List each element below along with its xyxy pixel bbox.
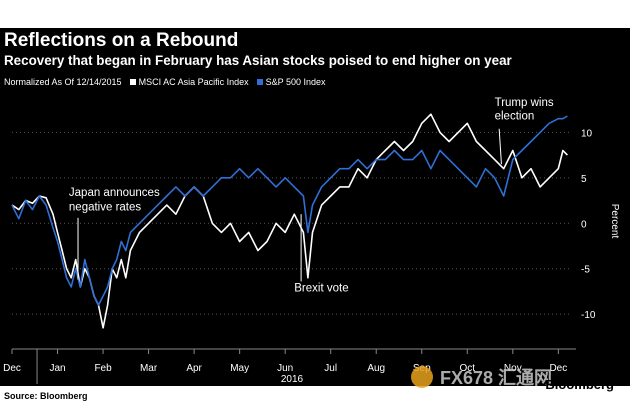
chart-subtitle: Recovery that began in February has Asia…	[4, 53, 512, 68]
x-tick-label: Apr	[186, 363, 202, 374]
source-note: Source: Bloomberg	[4, 391, 88, 401]
x-tick-label: Nov	[504, 363, 522, 374]
x-tick-label: Dec	[3, 363, 21, 374]
x-tick-label: Aug	[367, 363, 385, 374]
x-tick-label: Jan	[49, 363, 65, 374]
y-axis-label: Percent	[609, 204, 620, 239]
annotation-pointer-trump	[498, 128, 502, 165]
y-tick-label: 10	[581, 128, 593, 139]
x-tick-label: Jun	[277, 363, 293, 374]
y-tick-label: -10	[581, 310, 596, 321]
x-tick-label: Mar	[140, 363, 158, 374]
series-line-msci	[11, 113, 568, 329]
annotation-label: Brexit vote	[294, 282, 348, 294]
y-tick-label: 5	[581, 174, 587, 185]
series-line-sp500	[11, 115, 568, 306]
chart-legend: Normalized As Of 12/14/2015 MSCI AC Asia…	[4, 77, 326, 87]
watermark-logo-icon	[411, 366, 433, 388]
legend-swatch-msci	[129, 79, 136, 85]
footer: Source: Bloomberg	[0, 390, 630, 413]
annotation-label: negative rates	[69, 202, 141, 214]
x-tick-label: Feb	[94, 363, 112, 374]
line-chart: 10 5 0 -5 -10 Percent Dec Jan Feb Mar Apr May Jun Jul…	[3, 97, 620, 385]
x-tick-label: Oct	[460, 363, 476, 374]
legend-swatch-sp500	[256, 79, 263, 85]
y-tick-label: -5	[581, 265, 590, 276]
annotation-label: Trump wins	[495, 97, 554, 109]
x-tick-label: Dec	[549, 363, 567, 374]
chart-title: Reflections on a Rebound	[4, 30, 239, 51]
y-tick-label: 0	[581, 219, 587, 230]
annotation-label: Japan announces	[69, 187, 160, 199]
annotation-label: election	[495, 111, 535, 123]
chart-panel: Reflections on a Rebound Recovery that b…	[0, 28, 630, 386]
legend-note: Normalized As Of 12/14/2015	[4, 77, 122, 87]
x-axis-year-label: 2016	[281, 374, 304, 385]
x-tick-label: Jul	[324, 363, 337, 374]
legend-label-msci: MSCI AC Asia Pacific Index	[138, 77, 249, 87]
legend-label-sp500: S&P 500 Index	[265, 77, 326, 87]
watermark: FX678 汇通网	[411, 366, 552, 388]
watermark-text: FX678 汇通网	[440, 368, 552, 388]
brand-logo: Bloomberg	[545, 377, 614, 392]
x-tick-label: May	[230, 363, 249, 374]
